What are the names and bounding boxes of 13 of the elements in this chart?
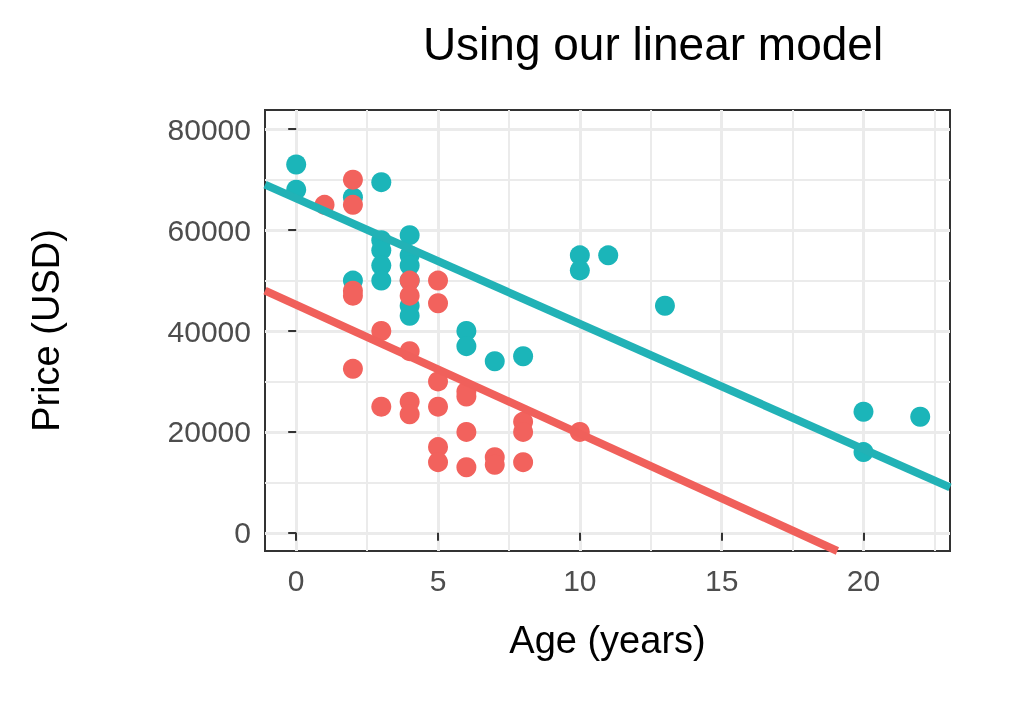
x-tick-label: 10 [563,563,597,597]
y-tick-label: 0 [234,516,251,550]
x-tick-label: 0 [287,563,305,597]
chart-title: Using our linear model [422,18,884,70]
x-tick-label: 5 [429,563,447,597]
y-tick-label: 40000 [167,314,251,348]
x-tick-label: 15 [704,563,739,597]
x-tick-label: 20 [846,563,881,597]
x-axis-title: Age (years) [509,619,706,661]
y-axis-title: Price (USD) [25,229,67,432]
y-tick-label: 60000 [167,213,251,247]
y-tick-label: 20000 [167,415,251,449]
y-tick-label: 80000 [167,112,251,146]
